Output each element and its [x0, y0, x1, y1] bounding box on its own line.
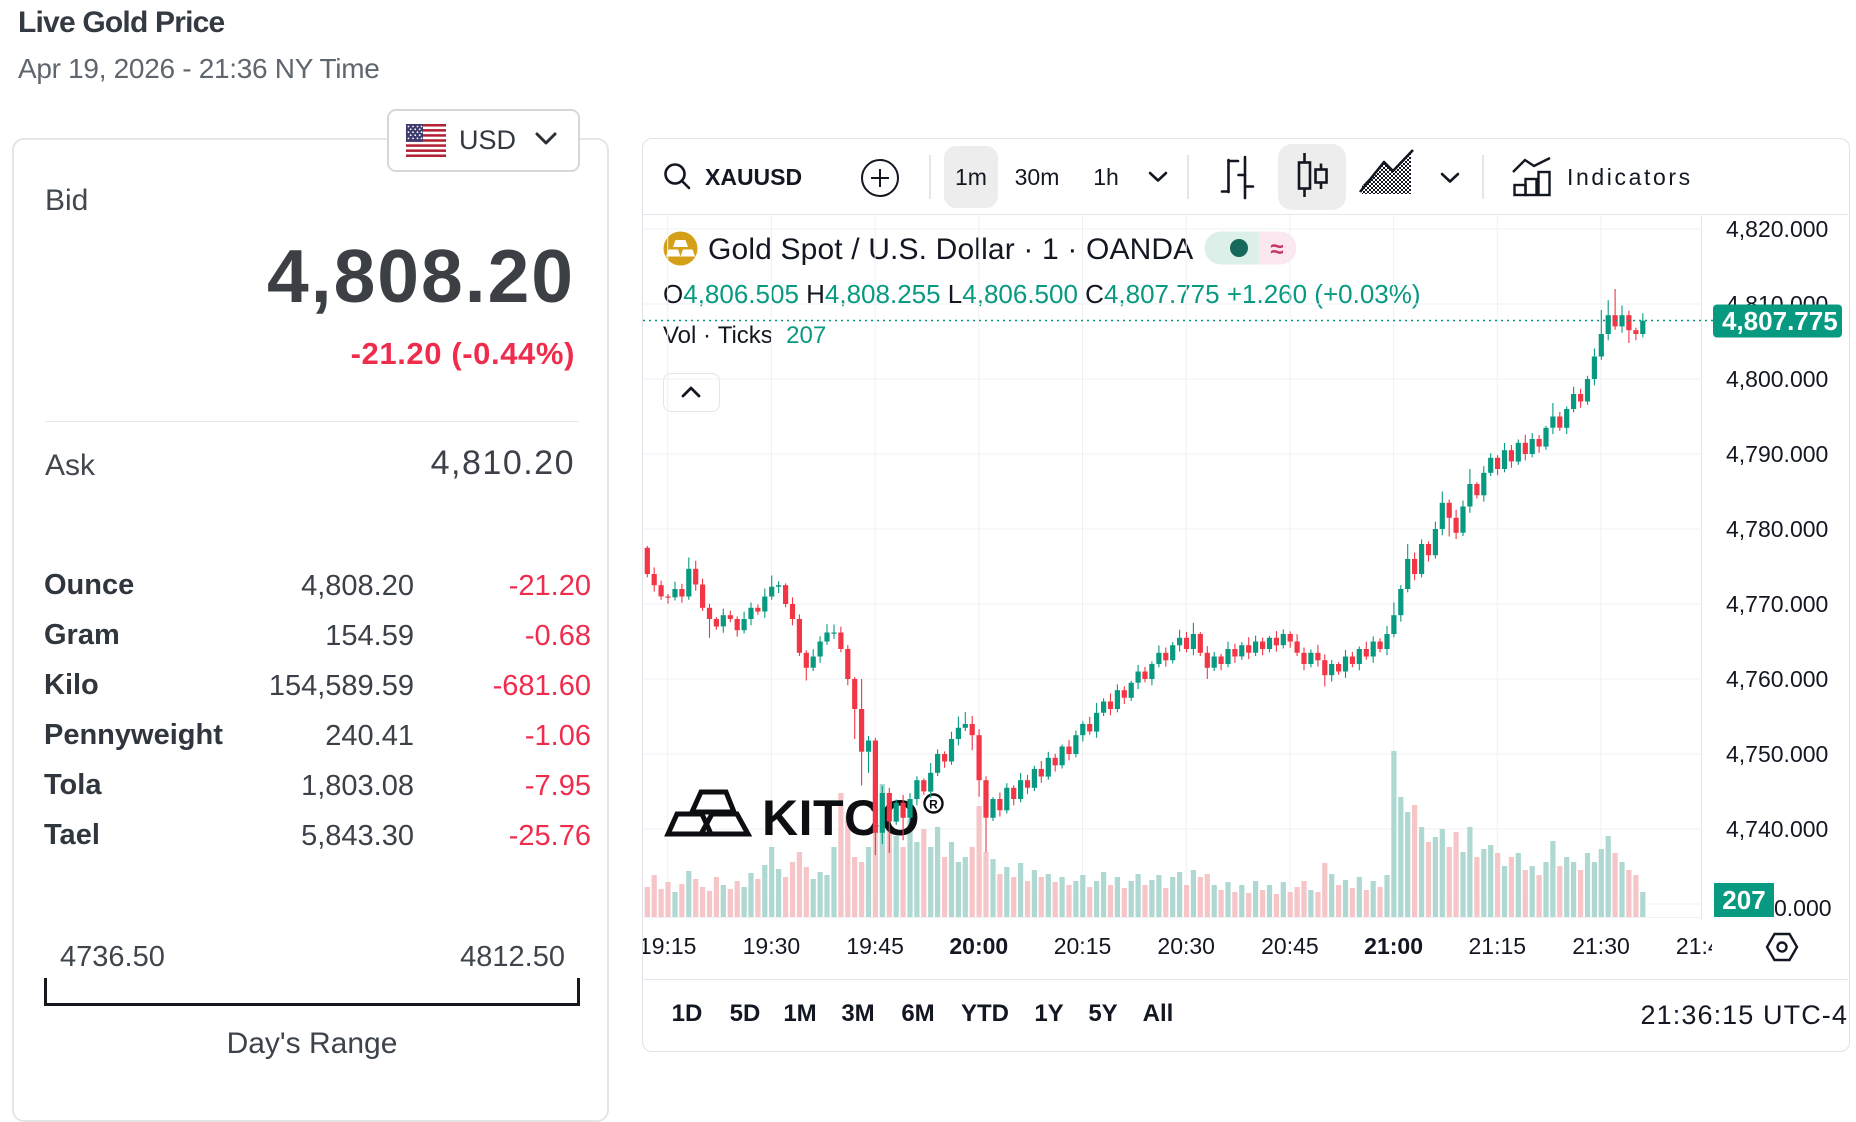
svg-text:4,807.775: 4,807.775	[1722, 306, 1838, 336]
svg-text:207: 207	[1722, 885, 1765, 915]
svg-text:KITCO: KITCO	[762, 790, 920, 846]
svg-text:R: R	[929, 798, 938, 812]
svg-text:≈: ≈	[1270, 236, 1283, 263]
